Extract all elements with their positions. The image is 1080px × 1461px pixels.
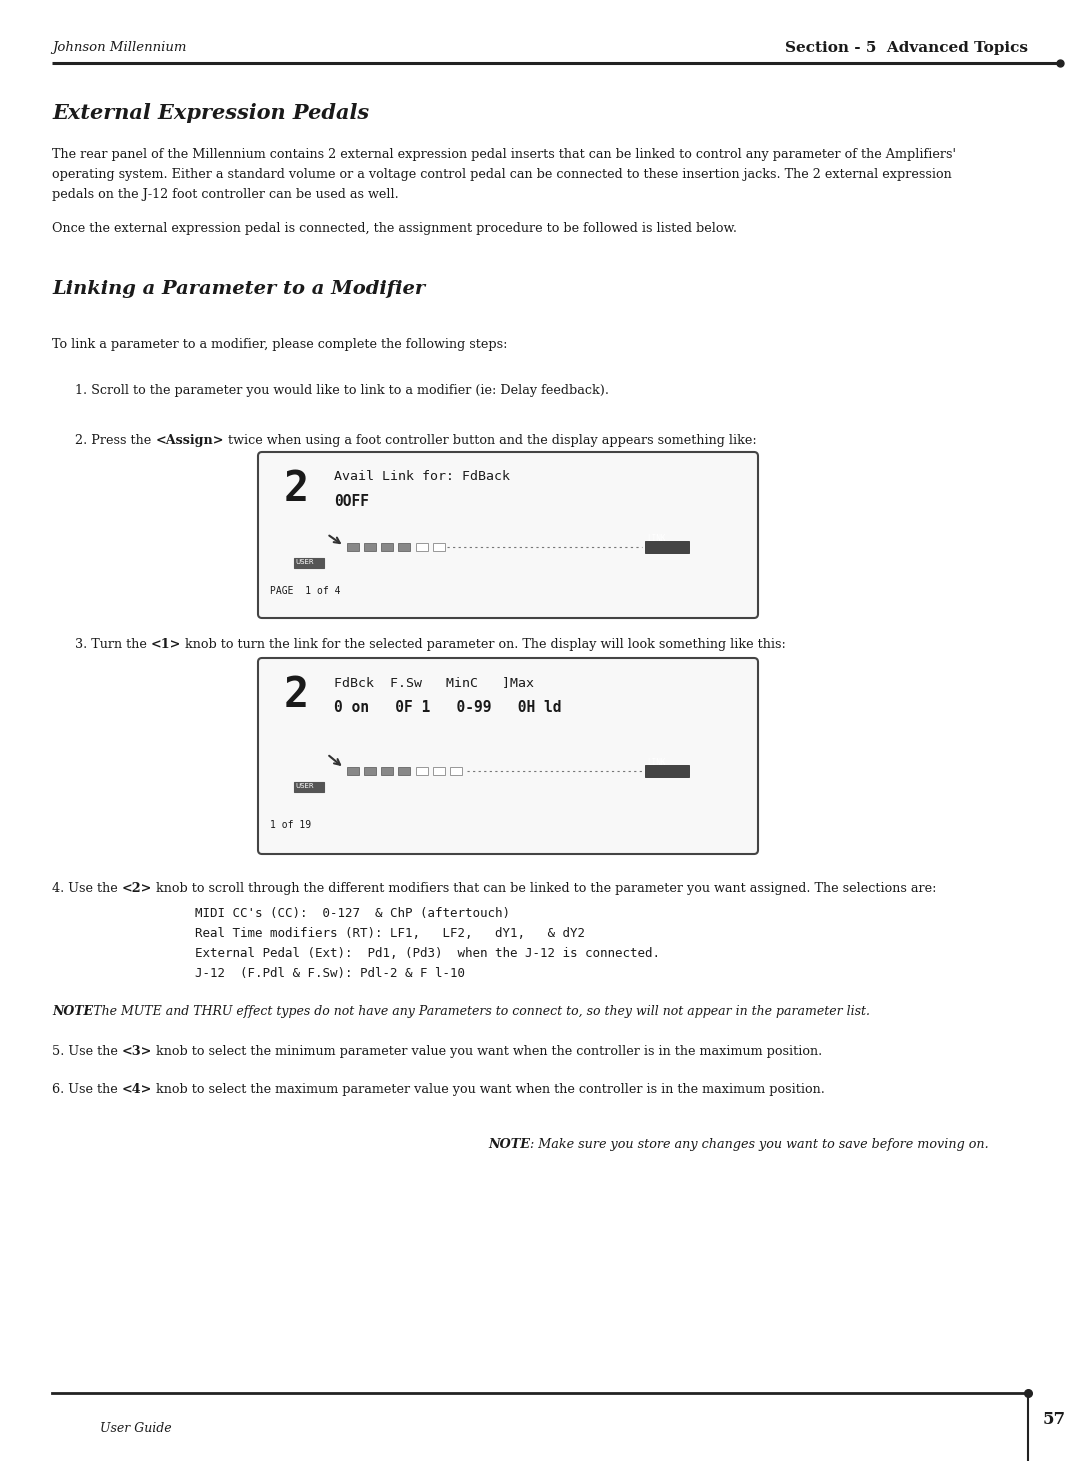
Text: Johnson Millennium: Johnson Millennium <box>52 41 187 54</box>
Text: <2>: <2> <box>122 882 152 896</box>
Text: 6. Use the: 6. Use the <box>52 1083 122 1096</box>
Text: : Make sure you store any changes you want to save before moving on.: : Make sure you store any changes you wa… <box>530 1138 988 1151</box>
Bar <box>645 541 689 554</box>
Text: knob to select the maximum parameter value you want when the controller is in th: knob to select the maximum parameter val… <box>152 1083 825 1096</box>
Text: 0 on   0F 1   0-99   0H ld: 0 on 0F 1 0-99 0H ld <box>334 700 562 714</box>
Bar <box>645 766 689 777</box>
Text: knob to turn the link for the selected parameter on. The display will look somet: knob to turn the link for the selected p… <box>181 638 786 652</box>
Text: Avail Link for: FdBack: Avail Link for: FdBack <box>334 470 510 484</box>
Bar <box>416 767 428 774</box>
Text: To link a parameter to a modifier, please complete the following steps:: To link a parameter to a modifier, pleas… <box>52 337 508 351</box>
Bar <box>399 767 410 774</box>
Bar <box>416 543 428 551</box>
Text: 57: 57 <box>1042 1411 1066 1429</box>
Text: twice when using a foot controller button and the display appears something like: twice when using a foot controller butto… <box>224 434 756 447</box>
Text: USER: USER <box>295 783 313 789</box>
Text: <1>: <1> <box>151 638 181 652</box>
Text: 3. Turn the: 3. Turn the <box>75 638 151 652</box>
Bar <box>381 543 393 551</box>
Bar <box>381 767 393 774</box>
FancyBboxPatch shape <box>258 451 758 618</box>
Text: Linking a Parameter to a Modifier: Linking a Parameter to a Modifier <box>52 281 426 298</box>
Text: The rear panel of the Millennium contains 2 external expression pedal inserts th: The rear panel of the Millennium contain… <box>52 148 956 161</box>
Text: <4>: <4> <box>122 1083 152 1096</box>
Bar <box>433 543 445 551</box>
Text: USER: USER <box>295 560 313 565</box>
Text: 1. Scroll to the parameter you would like to link to a modifier (ie: Delay feedb: 1. Scroll to the parameter you would lik… <box>75 384 609 397</box>
Text: 2: 2 <box>284 674 309 716</box>
Text: operating system. Either a standard volume or a voltage control pedal can be con: operating system. Either a standard volu… <box>52 168 951 181</box>
Bar <box>294 558 324 568</box>
Text: 0OFF: 0OFF <box>334 494 369 508</box>
Text: NOTE: NOTE <box>52 1005 93 1018</box>
Text: External Expression Pedals: External Expression Pedals <box>52 102 369 123</box>
Text: 1 of 19: 1 of 19 <box>270 820 311 830</box>
Text: 5. Use the: 5. Use the <box>52 1045 122 1058</box>
Text: 2: 2 <box>284 468 309 510</box>
Text: knob to select the minimum parameter value you want when the controller is in th: knob to select the minimum parameter val… <box>152 1045 823 1058</box>
Bar <box>347 767 359 774</box>
Text: Real Time modifiers (RT): LF1,   LF2,   dY1,   & dY2: Real Time modifiers (RT): LF1, LF2, dY1,… <box>195 926 585 939</box>
Text: FdBck  F.Sw   MinC   ]Max: FdBck F.Sw MinC ]Max <box>334 676 534 690</box>
Text: knob to scroll through the different modifiers that can be linked to the paramet: knob to scroll through the different mod… <box>152 882 936 896</box>
FancyBboxPatch shape <box>258 657 758 855</box>
Text: 4. Use the: 4. Use the <box>52 882 122 896</box>
Bar <box>399 543 410 551</box>
Text: pedals on the J-12 foot controller can be used as well.: pedals on the J-12 foot controller can b… <box>52 188 399 202</box>
Text: <3>: <3> <box>122 1045 152 1058</box>
Text: 2. Press the: 2. Press the <box>75 434 156 447</box>
Bar <box>364 543 376 551</box>
Text: Section - 5  Advanced Topics: Section - 5 Advanced Topics <box>785 41 1028 56</box>
Text: MIDI CC's (CC):  0-127  & ChP (aftertouch): MIDI CC's (CC): 0-127 & ChP (aftertouch) <box>195 907 510 920</box>
Text: <Assign>: <Assign> <box>156 434 224 447</box>
Bar <box>294 782 324 792</box>
Bar <box>364 767 376 774</box>
Bar <box>433 767 445 774</box>
Text: NOTE: NOTE <box>488 1138 530 1151</box>
Text: : The MUTE and THRU effect types do not have any Parameters to connect to, so th: : The MUTE and THRU effect types do not … <box>85 1005 870 1018</box>
Text: J-12  (F.Pdl & F.Sw): Pdl-2 & F l-10: J-12 (F.Pdl & F.Sw): Pdl-2 & F l-10 <box>195 967 465 980</box>
Bar <box>450 767 462 774</box>
Text: Once the external expression pedal is connected, the assignment procedure to be : Once the external expression pedal is co… <box>52 222 737 235</box>
Text: External Pedal (Ext):  Pd1, (Pd3)  when the J-12 is connected.: External Pedal (Ext): Pd1, (Pd3) when th… <box>195 947 660 960</box>
Text: LINK: LINK <box>647 535 665 543</box>
Bar <box>347 543 359 551</box>
Text: User Guide: User Guide <box>100 1422 172 1435</box>
Text: PAGE  1 of 4: PAGE 1 of 4 <box>270 586 340 596</box>
Text: LINK: LINK <box>647 758 665 767</box>
